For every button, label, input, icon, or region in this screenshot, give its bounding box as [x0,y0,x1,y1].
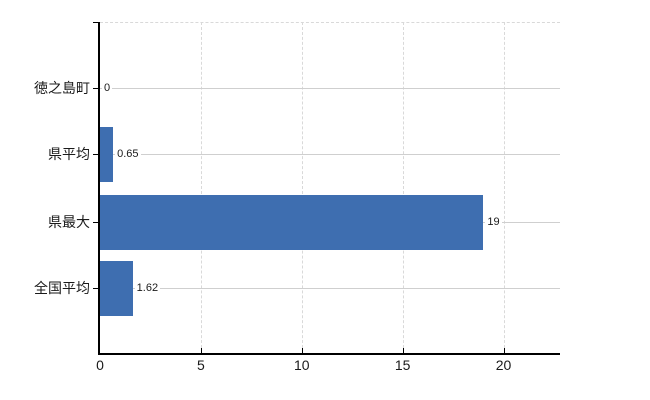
y-axis-line [98,22,100,355]
x-axis-tick [503,348,505,353]
y-axis-tick [93,154,100,155]
x-axis-tick [200,348,202,353]
category-gridline [100,88,560,89]
x-axis-line [98,353,560,355]
bar [100,260,133,316]
x-gridline [301,22,303,353]
category-gridline [100,154,560,155]
x-tick-label: 10 [293,357,310,373]
category-label: 徳之島町 [34,80,90,96]
plot-top-gridline [100,22,560,23]
value-label: 19 [485,215,502,229]
category-label: 県最大 [48,214,90,230]
x-axis-tick [301,348,303,353]
x-tick-label: 0 [96,357,104,373]
x-axis-tick [402,348,404,353]
value-label: 0 [102,81,113,95]
x-tick-label: 15 [394,357,411,373]
category-label: 全国平均 [34,280,90,296]
value-label: 0.65 [115,147,141,161]
bar [100,194,484,250]
x-gridline [503,22,505,353]
bar [100,126,114,182]
y-axis-tick [93,88,100,89]
y-axis-top-tick [93,22,100,23]
x-gridline [200,22,202,353]
value-label: 1.62 [134,281,161,295]
x-tick-label: 20 [495,357,512,373]
y-axis-tick [93,288,100,289]
x-gridline [402,22,404,353]
category-label: 県平均 [48,146,90,162]
y-axis-tick [93,222,100,223]
x-tick-label: 5 [196,357,205,373]
category-gridline [100,288,560,289]
